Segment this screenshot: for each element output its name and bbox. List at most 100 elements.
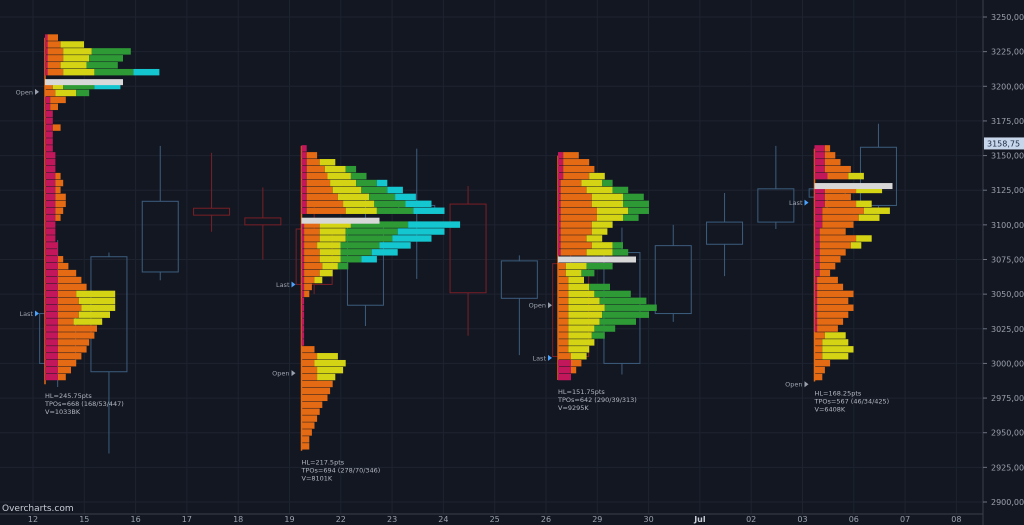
tpo-segment bbox=[301, 318, 305, 325]
tpo-segment bbox=[58, 256, 64, 263]
tpo-segment bbox=[58, 346, 87, 353]
tpo-segment bbox=[47, 62, 61, 69]
profile-stat: HL=151.75pts bbox=[558, 388, 605, 396]
date-tick-label: 19 bbox=[284, 515, 294, 524]
tpo-segment bbox=[314, 359, 346, 367]
tpo-segment bbox=[814, 165, 825, 173]
tpo-segment bbox=[563, 152, 579, 159]
tpo-segment bbox=[824, 200, 857, 208]
tpo-segment bbox=[814, 145, 825, 152]
tpo-segment bbox=[304, 269, 320, 277]
tpo-segment bbox=[345, 228, 398, 235]
tpo-segment bbox=[47, 55, 64, 62]
tpo-segment bbox=[558, 235, 561, 242]
tpo-segment bbox=[560, 186, 587, 194]
poc-line bbox=[45, 79, 123, 86]
tpo-segment bbox=[586, 235, 603, 242]
profile-stat: V=9295K bbox=[558, 404, 589, 412]
tpo-segment bbox=[558, 165, 564, 173]
tpo-segment bbox=[304, 290, 310, 298]
tpo-segment bbox=[301, 172, 307, 180]
tpo-segment bbox=[356, 179, 377, 187]
tpo-segment bbox=[597, 207, 629, 214]
date-tick-label: 03 bbox=[797, 515, 807, 524]
tpo-segment bbox=[58, 269, 77, 277]
tpo-segment bbox=[45, 262, 58, 270]
date-tick-label: 30 bbox=[644, 515, 654, 524]
tpo-segment bbox=[824, 332, 846, 339]
tpo-segment bbox=[568, 325, 595, 332]
tpo-segment bbox=[55, 89, 77, 97]
tpo-segment bbox=[55, 186, 61, 194]
tpo-segment bbox=[45, 304, 58, 311]
tpo-segment bbox=[304, 276, 315, 284]
poc-line bbox=[301, 217, 380, 224]
tpo-segment bbox=[55, 207, 64, 214]
profile-stat: V=8101K bbox=[302, 475, 333, 483]
tpo-segment bbox=[814, 366, 825, 374]
tpo-segment bbox=[824, 152, 836, 159]
candle[interactable] bbox=[706, 192, 744, 277]
tpo-segment bbox=[568, 332, 592, 339]
tpo-segment bbox=[301, 401, 323, 408]
tpo-segment bbox=[558, 221, 561, 228]
tpo-segment bbox=[558, 311, 569, 318]
tpo-segment bbox=[814, 332, 825, 339]
tpo-segment bbox=[89, 55, 123, 62]
tpo-segment bbox=[58, 373, 66, 381]
tpo-segment bbox=[58, 283, 87, 291]
candle[interactable] bbox=[244, 187, 282, 260]
date-axis[interactable]: 12 15 16 17 18 19 22 23 24 25 26 29 30 Jul 02 03 06 07 08 bbox=[0, 513, 983, 524]
tpo-segment bbox=[594, 325, 616, 332]
tpo-segment bbox=[45, 110, 53, 117]
tpo-segment bbox=[863, 207, 890, 214]
tpo-segment bbox=[817, 318, 844, 325]
price-tick-label: 3075,00 bbox=[991, 256, 1024, 265]
tpo-segment bbox=[317, 373, 336, 381]
tpo-segment bbox=[586, 186, 613, 194]
tpo-segment bbox=[623, 193, 644, 201]
tpo-segment bbox=[58, 262, 69, 270]
tpo-segment bbox=[301, 159, 307, 166]
grid bbox=[0, 0, 983, 514]
candle[interactable] bbox=[193, 152, 231, 232]
tpo-segment bbox=[819, 256, 841, 263]
tpo-segment bbox=[392, 235, 432, 242]
candle[interactable] bbox=[449, 186, 487, 336]
tpo-segment bbox=[563, 159, 590, 166]
tpo-segment bbox=[814, 262, 820, 270]
tpo-segment bbox=[558, 373, 571, 381]
candle[interactable] bbox=[141, 145, 179, 281]
candle[interactable] bbox=[500, 255, 538, 356]
candle[interactable] bbox=[757, 145, 795, 230]
tpo-segment bbox=[817, 283, 844, 291]
tpo-segment bbox=[58, 366, 71, 374]
tpo-segment bbox=[337, 193, 370, 201]
tpo-segment bbox=[301, 269, 305, 277]
tpo-segment bbox=[306, 193, 338, 201]
last-marker-icon bbox=[35, 310, 39, 317]
tpo-segment bbox=[817, 290, 854, 298]
tpo-segment bbox=[45, 256, 58, 263]
tpo-segment bbox=[612, 249, 629, 256]
tpo-segment bbox=[361, 256, 377, 263]
price-axis[interactable]: 2900,00 2925,00 2950,00 2975,00 3000,00 3025,… bbox=[982, 0, 1024, 525]
tpo-segment bbox=[301, 408, 320, 415]
date-tick-label: 02 bbox=[746, 515, 756, 524]
tpo-segment bbox=[319, 221, 351, 228]
tpo-segment bbox=[340, 249, 372, 256]
tpo-segment bbox=[319, 159, 336, 166]
tpo-segment bbox=[340, 256, 362, 263]
tpo-segment bbox=[45, 186, 56, 194]
tpo-segment bbox=[558, 193, 561, 201]
tpo-segment bbox=[332, 186, 362, 194]
tpo-segment bbox=[45, 366, 58, 374]
candle[interactable] bbox=[654, 224, 692, 322]
tpo-segment bbox=[45, 145, 53, 152]
tpo-segment bbox=[819, 269, 831, 277]
